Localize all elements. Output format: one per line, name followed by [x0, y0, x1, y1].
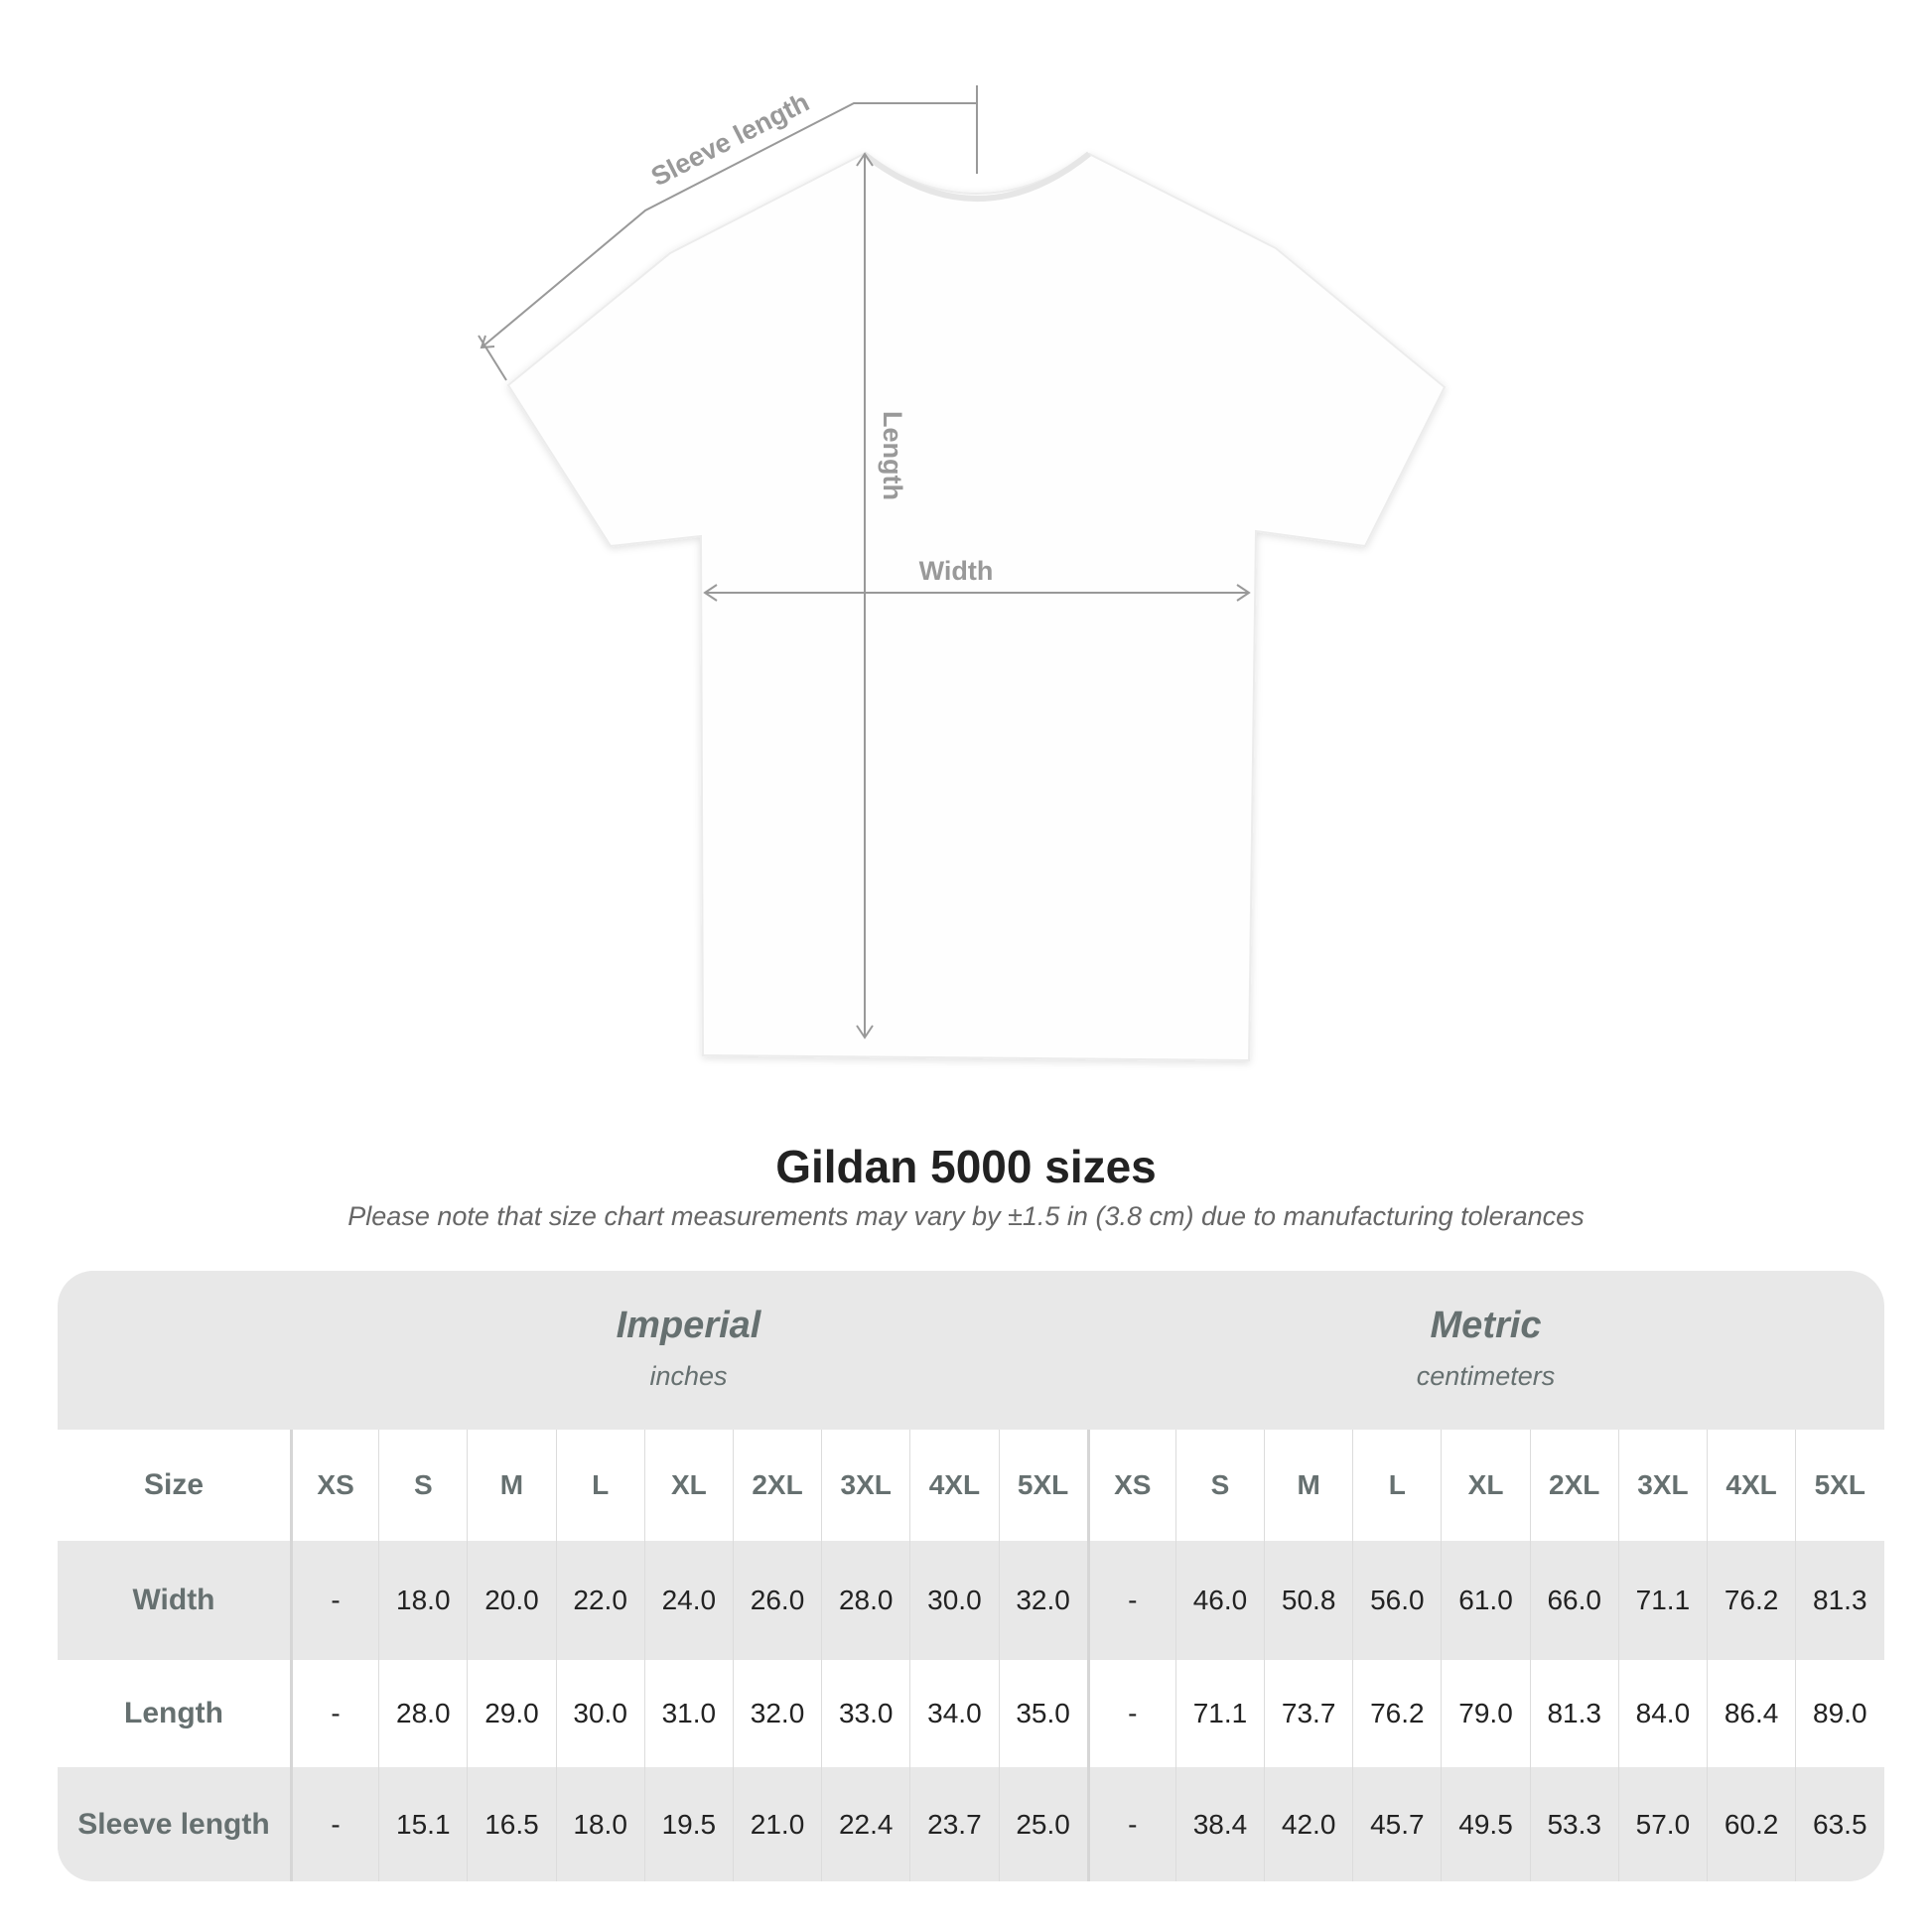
imperial-value-cell: 32.0: [998, 1541, 1087, 1660]
imperial-size-header: 2XL: [732, 1430, 821, 1541]
metric-value-cell: 63.5: [1795, 1767, 1883, 1881]
metric-size-header: XL: [1441, 1430, 1529, 1541]
metric-value-cell: 56.0: [1352, 1541, 1441, 1660]
length-label: Length: [878, 411, 907, 500]
imperial-label: Imperial: [616, 1305, 761, 1346]
imperial-value-cell: 35.0: [998, 1660, 1087, 1767]
imperial-value-cell: 18.0: [555, 1767, 644, 1881]
tshirt-diagram: Sleeve length Length Width: [478, 85, 1447, 1062]
metric-size-header: 3XL: [1617, 1430, 1707, 1541]
imperial-size-header: XL: [643, 1430, 733, 1541]
metric-value-cell: 45.7: [1352, 1767, 1441, 1881]
metric-unit: centimeters: [1416, 1361, 1556, 1391]
tolerance-note: Please note that size chart measurements…: [347, 1201, 1585, 1231]
imperial-value-cell: -: [290, 1541, 378, 1660]
metric-value-cell: 49.5: [1441, 1767, 1529, 1881]
metric-value-cell: -: [1086, 1541, 1175, 1660]
tshirt-shape: [506, 152, 1447, 1062]
row-label: Width: [132, 1584, 215, 1616]
imperial-value-cell: 28.0: [378, 1660, 467, 1767]
size-header-row: Size XS S M L XL 2XL 3XL 4XL 5XL XS S M L XL 2XL 3XL 4XL 5…: [58, 1430, 1884, 1541]
metric-size-header: L: [1352, 1430, 1441, 1541]
sleeve-arrow: [481, 102, 977, 348]
imperial-value-cell: 34.0: [909, 1660, 998, 1767]
metric-value-cell: 86.4: [1707, 1660, 1795, 1767]
metric-value-cell: 53.3: [1529, 1767, 1618, 1881]
row-label: Length: [124, 1697, 223, 1729]
imperial-size-header: XS: [290, 1430, 378, 1541]
metric-value-cell: 42.0: [1264, 1767, 1352, 1881]
imperial-value-cell: 25.0: [998, 1767, 1087, 1881]
metric-header: Metric centimeters: [1087, 1271, 1884, 1430]
imperial-value-cell: 22.0: [555, 1541, 644, 1660]
imperial-size-header: 3XL: [821, 1430, 909, 1541]
imperial-size-header: M: [467, 1430, 555, 1541]
imperial-value-cell: 16.5: [467, 1767, 555, 1881]
width-label: Width: [919, 556, 994, 586]
row-label: Sleeve length: [77, 1807, 270, 1841]
metric-value-cell: 73.7: [1264, 1660, 1352, 1767]
imperial-value-cell: 19.5: [643, 1767, 733, 1881]
table-row: Width -18.0 20.0 22.0 24.0 26.0 28.0 30.0 32.0-4…: [58, 1541, 1884, 1660]
metric-value-cell: -: [1086, 1767, 1175, 1881]
metric-value-cell: -: [1086, 1660, 1175, 1767]
metric-value-cell: 71.1: [1174, 1660, 1264, 1767]
table-row: Sleeve length -15.1 16.5 18.0 19.5 21.0 22.4 23…: [58, 1767, 1884, 1881]
table-row: Length -28.0 29.0 30.0 31.0 32.0 33.0 34.0 35.0-…: [58, 1660, 1884, 1767]
metric-size-header: 5XL: [1795, 1430, 1883, 1541]
metric-size-header: M: [1264, 1430, 1352, 1541]
metric-value-cell: 57.0: [1617, 1767, 1707, 1881]
imperial-value-cell: 32.0: [732, 1660, 821, 1767]
metric-size-header: S: [1174, 1430, 1264, 1541]
imperial-value-cell: 31.0: [643, 1660, 733, 1767]
metric-value-cell: 81.3: [1529, 1660, 1618, 1767]
imperial-size-header: 5XL: [998, 1430, 1087, 1541]
sleeve-label: Sleeve length: [646, 87, 814, 193]
metric-size-header: 2XL: [1529, 1430, 1618, 1541]
imperial-size-header: L: [555, 1430, 644, 1541]
imperial-header: Imperial inches: [290, 1271, 1087, 1430]
metric-size-header: 4XL: [1707, 1430, 1795, 1541]
imperial-value-cell: 30.0: [555, 1660, 644, 1767]
imperial-value-cell: 30.0: [909, 1541, 998, 1660]
metric-value-cell: 60.2: [1707, 1767, 1795, 1881]
imperial-value-cell: 15.1: [378, 1767, 467, 1881]
metric-value-cell: 46.0: [1174, 1541, 1264, 1660]
imperial-value-cell: 26.0: [732, 1541, 821, 1660]
imperial-value-cell: -: [290, 1767, 378, 1881]
imperial-value-cell: 22.4: [821, 1767, 909, 1881]
metric-value-cell: 76.2: [1707, 1541, 1795, 1660]
metric-label: Metric: [1430, 1305, 1542, 1346]
imperial-value-cell: 21.0: [732, 1767, 821, 1881]
chart-title: Gildan 5000 sizes: [775, 1141, 1157, 1192]
imperial-value-cell: 33.0: [821, 1660, 909, 1767]
imperial-value-cell: 20.0: [467, 1541, 555, 1660]
metric-value-cell: 81.3: [1795, 1541, 1883, 1660]
metric-value-cell: 66.0: [1529, 1541, 1618, 1660]
metric-value-cell: 38.4: [1174, 1767, 1264, 1881]
metric-value-cell: 71.1: [1617, 1541, 1707, 1660]
metric-value-cell: 84.0: [1617, 1660, 1707, 1767]
metric-value-cell: 89.0: [1795, 1660, 1883, 1767]
imperial-value-cell: -: [290, 1660, 378, 1767]
imperial-unit: inches: [649, 1361, 728, 1391]
imperial-value-cell: 23.7: [909, 1767, 998, 1881]
imperial-value-cell: 24.0: [643, 1541, 733, 1660]
imperial-value-cell: 29.0: [467, 1660, 555, 1767]
metric-value-cell: 61.0: [1441, 1541, 1529, 1660]
size-table: Imperial inches Metric centimeters Size X…: [58, 1271, 1884, 1881]
metric-size-header: XS: [1086, 1430, 1175, 1541]
imperial-size-header: S: [378, 1430, 467, 1541]
imperial-value-cell: 28.0: [821, 1541, 909, 1660]
metric-value-cell: 79.0: [1441, 1660, 1529, 1767]
metric-value-cell: 76.2: [1352, 1660, 1441, 1767]
imperial-value-cell: 18.0: [378, 1541, 467, 1660]
size-label: Size: [143, 1468, 205, 1501]
metric-value-cell: 50.8: [1264, 1541, 1352, 1660]
imperial-size-header: 4XL: [909, 1430, 998, 1541]
